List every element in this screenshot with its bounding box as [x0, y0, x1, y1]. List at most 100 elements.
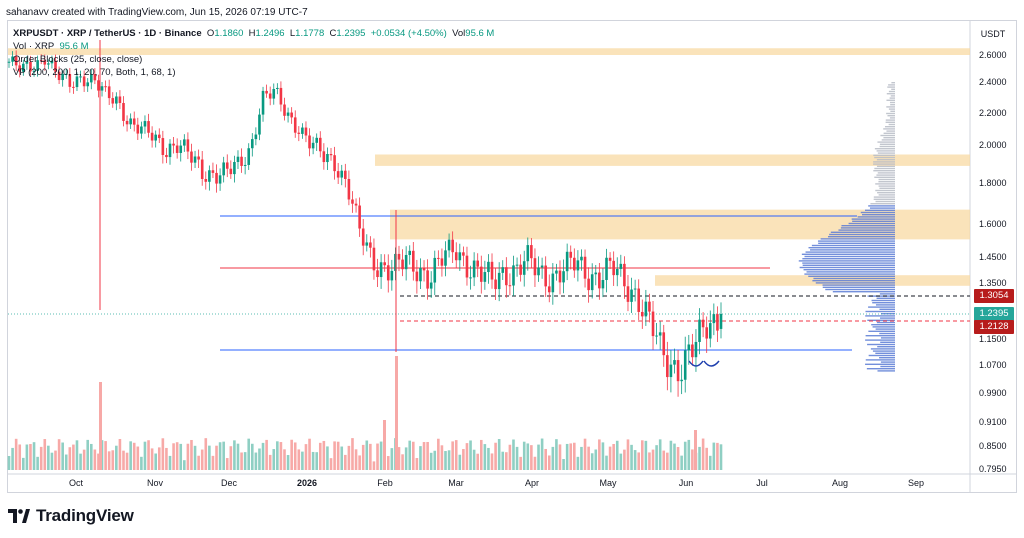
candle-body [479, 266, 483, 282]
volume-profile-bar [803, 269, 895, 271]
volume-profile-bar [877, 152, 895, 154]
candle-body [36, 60, 39, 71]
candle-body [669, 364, 673, 378]
candle-body [89, 74, 93, 83]
volume-bar [680, 455, 683, 470]
volume-profile-bar [868, 354, 895, 357]
candle-body [601, 280, 605, 289]
volume-profile-bar [875, 328, 895, 330]
order-blocks-legend[interactable]: Order Blocks (25, close, close) [13, 54, 143, 65]
candle-body [100, 86, 104, 91]
candle-body [447, 239, 451, 251]
volume-profile-bar [879, 357, 895, 359]
volume-spike-oct [99, 382, 102, 470]
volume-profile-bar [875, 304, 895, 306]
volume-bar [479, 439, 483, 470]
candle-body [218, 175, 222, 184]
volume-bar [122, 450, 125, 470]
volume-bar [11, 447, 14, 470]
candle-body [351, 199, 354, 204]
candle-body [573, 257, 576, 271]
symbol-name[interactable]: XRPUSDT · XRP / TetherUS · 1D · Binance [13, 28, 202, 39]
volume-bar [25, 444, 29, 470]
candle-body [140, 126, 143, 134]
candle-body [637, 288, 641, 312]
volume-profile-bar [890, 110, 895, 112]
volume-profile-bar [804, 273, 895, 275]
volume-bar [297, 449, 301, 470]
volume-bar [444, 451, 447, 470]
candle-body [272, 88, 276, 99]
volume-bar [487, 447, 490, 470]
volume-profile-bar [885, 121, 895, 123]
volume-profile-bar [864, 209, 895, 211]
volume-bar [615, 440, 619, 470]
volume-profile-bar [830, 231, 895, 233]
x-tick-label: Aug [832, 478, 848, 488]
volume-profile-bar [865, 315, 895, 317]
volume-bar [165, 447, 168, 470]
volume-profile-bar [813, 277, 895, 280]
candle-body [465, 255, 469, 278]
candle-body [626, 286, 630, 302]
volume-bar [501, 451, 505, 470]
volume-bar [283, 449, 286, 470]
candle-body [519, 264, 522, 275]
candle-body [547, 286, 551, 293]
candle-body [558, 270, 562, 283]
volume-profile-bar [879, 332, 895, 335]
volume-profile-bar [825, 288, 895, 291]
volume-bar [147, 440, 150, 470]
volume-profile-legend[interactable]: VP (200, 200, 1, 20, 70, Both, 1, 68, 1) [13, 67, 176, 78]
volume-bar [268, 454, 272, 470]
y-tick-label: 0.8500 [979, 441, 1007, 451]
volume-profile-bar [877, 192, 895, 194]
volume-bar [276, 441, 279, 470]
volume-bar [465, 443, 469, 470]
candle-body [136, 124, 140, 134]
volume-bar [179, 443, 183, 470]
volume-bar [64, 454, 68, 470]
volume-bar [612, 443, 615, 470]
candle-body [537, 267, 540, 276]
candle-body [640, 311, 644, 317]
volume-profile-bar [878, 181, 895, 183]
volume-profile-bar [829, 233, 895, 236]
volume-bar [115, 445, 118, 470]
candle-body [293, 117, 297, 133]
volume-bar [243, 452, 247, 470]
double-bottom-arc-2 [703, 360, 720, 367]
volume-bar [301, 451, 304, 470]
volume-bar [372, 461, 376, 470]
volume-profile-bar [808, 247, 895, 249]
candle-body [11, 56, 14, 62]
candle-body [215, 172, 218, 184]
current-price-tag: 1.2395 [974, 307, 1014, 321]
volume-profile-bar [802, 262, 895, 264]
y-tick-label: 1.6000 [979, 219, 1007, 229]
candle-body [583, 256, 587, 279]
open-value: 1.1860 [214, 28, 244, 39]
candle-body [540, 265, 544, 268]
volume-profile-bar [887, 86, 895, 88]
volume-indicator-value: 95.6 M [59, 41, 89, 52]
volume-bar [369, 443, 372, 470]
volume-profile-bar [840, 227, 895, 229]
volume-profile-bar [805, 251, 895, 253]
candle-body [68, 74, 72, 87]
volume-indicator-legend[interactable]: Vol · XRP 95.6 M [13, 41, 89, 52]
candle-body [615, 268, 619, 276]
volume-profile-bar [880, 317, 895, 319]
candle-body [211, 170, 215, 173]
volume-bar [512, 439, 515, 470]
volume-bar [376, 443, 379, 470]
volume-bar [497, 439, 501, 470]
y-tick-label: 1.0700 [979, 360, 1007, 370]
volume-bar [304, 444, 308, 470]
tradingview-branding[interactable]: TradingView [8, 506, 134, 526]
candle-body [143, 121, 147, 127]
candle-body [97, 80, 100, 91]
volume-profile-bar [804, 255, 895, 258]
candle-body [132, 118, 136, 125]
